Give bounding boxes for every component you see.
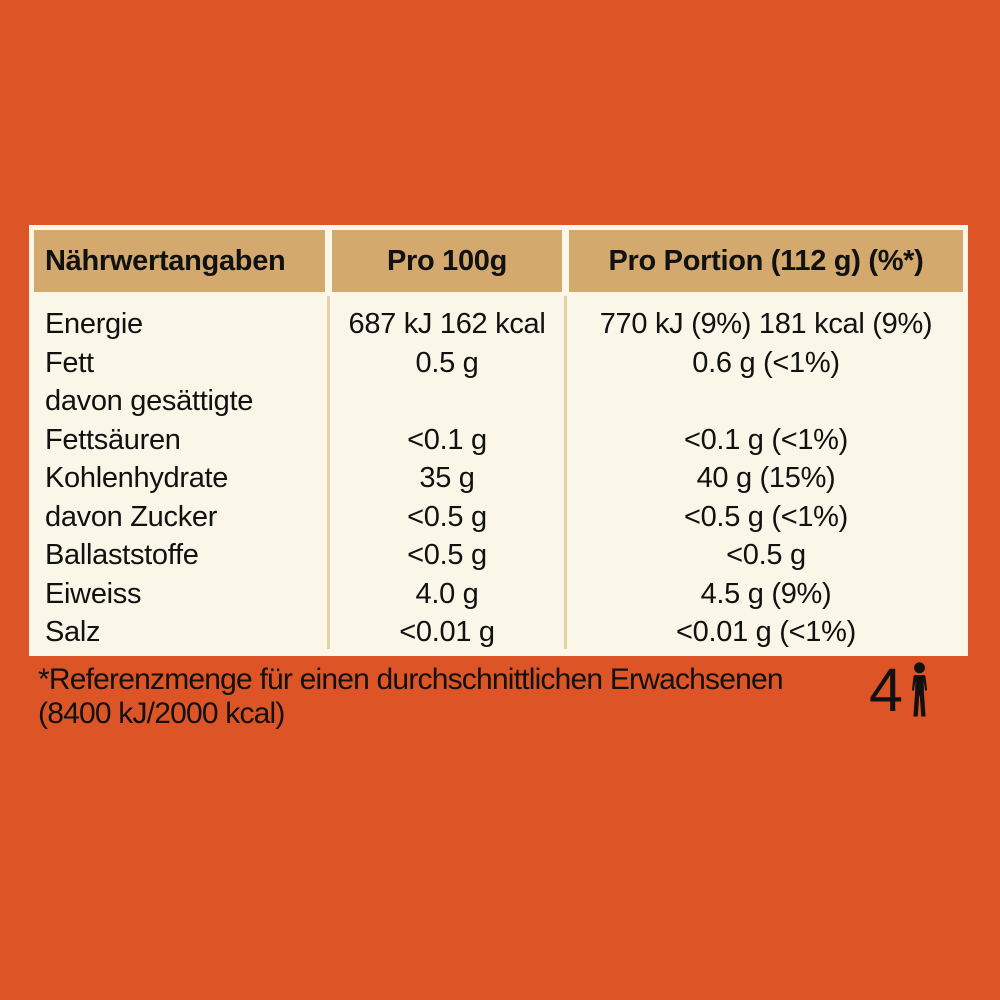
- header-nutrition-facts: Nährwertangaben: [34, 230, 325, 292]
- table-header-row: Nährwertangaben Pro 100g Pro Portion (11…: [34, 230, 963, 292]
- header-per-100g: Pro 100g: [332, 230, 562, 292]
- table-row-gesaettigte-fettsaeuren: davon gesättigte Fettsäuren <0.1 g <0.1 …: [34, 382, 963, 459]
- person-icon: [911, 662, 927, 717]
- header-column-gap: [325, 230, 332, 292]
- row-per100g-value: 4.0 g: [415, 577, 479, 610]
- row-label: Ballaststoffe: [45, 539, 199, 571]
- row-label: Eiweiss: [45, 577, 142, 610]
- table-row-fett: Fett 0.5 g 0.6 g (<1%): [34, 344, 963, 383]
- table-rows: Energie 687 kJ 162 kcal 770 kJ (9%) 181 …: [34, 292, 963, 652]
- footnote-line2: (8400 kJ/2000 kcal): [38, 696, 285, 730]
- row-portion-value: 4.5 g (9%): [700, 577, 832, 610]
- row-per100g-value: <0.1 g: [407, 423, 487, 456]
- row-portion-value: 0.6 g (<1%): [692, 346, 840, 379]
- column-divider: [327, 296, 330, 649]
- nutrition-table: Nährwertangaben Pro 100g Pro Portion (11…: [29, 225, 968, 656]
- row-label: Fett: [45, 346, 94, 379]
- row-per100g-value: 35 g: [419, 462, 475, 494]
- servings-indicator: 4: [869, 656, 934, 724]
- table-row-zucker: davon Zucker <0.5 g <0.5 g (<1%): [34, 498, 963, 537]
- row-portion-value: 40 g (15%): [696, 462, 836, 494]
- table-row-salz: Salz <0.01 g <0.01 g (<1%): [34, 613, 963, 652]
- row-portion-value: <0.5 g: [726, 539, 806, 571]
- row-label: Salz: [45, 616, 101, 648]
- footnote-line1: *Referenzmenge für einen durchschnittlic…: [38, 663, 784, 696]
- row-per100g-value: 687 kJ 162 kcal: [348, 308, 546, 340]
- row-per100g-value: <0.5 g: [407, 539, 487, 571]
- footnote: *Referenzmenge für einen durchschnittlic…: [38, 663, 784, 730]
- table-body: Energie 687 kJ 162 kcal 770 kJ (9%) 181 …: [34, 292, 963, 656]
- row-portion-value: 770 kJ (9%) 181 kcal (9%): [599, 308, 933, 340]
- header-per-portion: Pro Portion (112 g) (%*): [569, 230, 963, 292]
- table-row-kohlenhydrate: Kohlenhydrate 35 g 40 g (15%): [34, 459, 963, 498]
- row-per100g-value: <0.01 g: [399, 616, 495, 648]
- row-label: Energie: [45, 308, 143, 340]
- table-row-ballaststoffe: Ballaststoffe <0.5 g <0.5 g: [34, 536, 963, 575]
- table-row-energie: Energie 687 kJ 162 kcal 770 kJ (9%) 181 …: [34, 305, 963, 344]
- row-label: davon gesättigte Fettsäuren: [45, 385, 254, 456]
- row-portion-value: <0.01 g (<1%): [676, 616, 856, 648]
- row-per100g-value: <0.5 g: [407, 500, 487, 533]
- table-row-eiweiss: Eiweiss 4.0 g 4.5 g (9%): [34, 575, 963, 614]
- row-label: Kohlenhydrate: [45, 462, 229, 494]
- row-per100g-value: 0.5 g: [415, 346, 479, 379]
- servings-count: 4: [869, 656, 903, 724]
- header-column-gap: [562, 230, 569, 292]
- row-portion-value: <0.1 g (<1%): [683, 423, 849, 456]
- column-divider: [564, 296, 567, 649]
- row-label: davon Zucker: [45, 500, 218, 533]
- row-portion-value: <0.5 g (<1%): [683, 500, 849, 533]
